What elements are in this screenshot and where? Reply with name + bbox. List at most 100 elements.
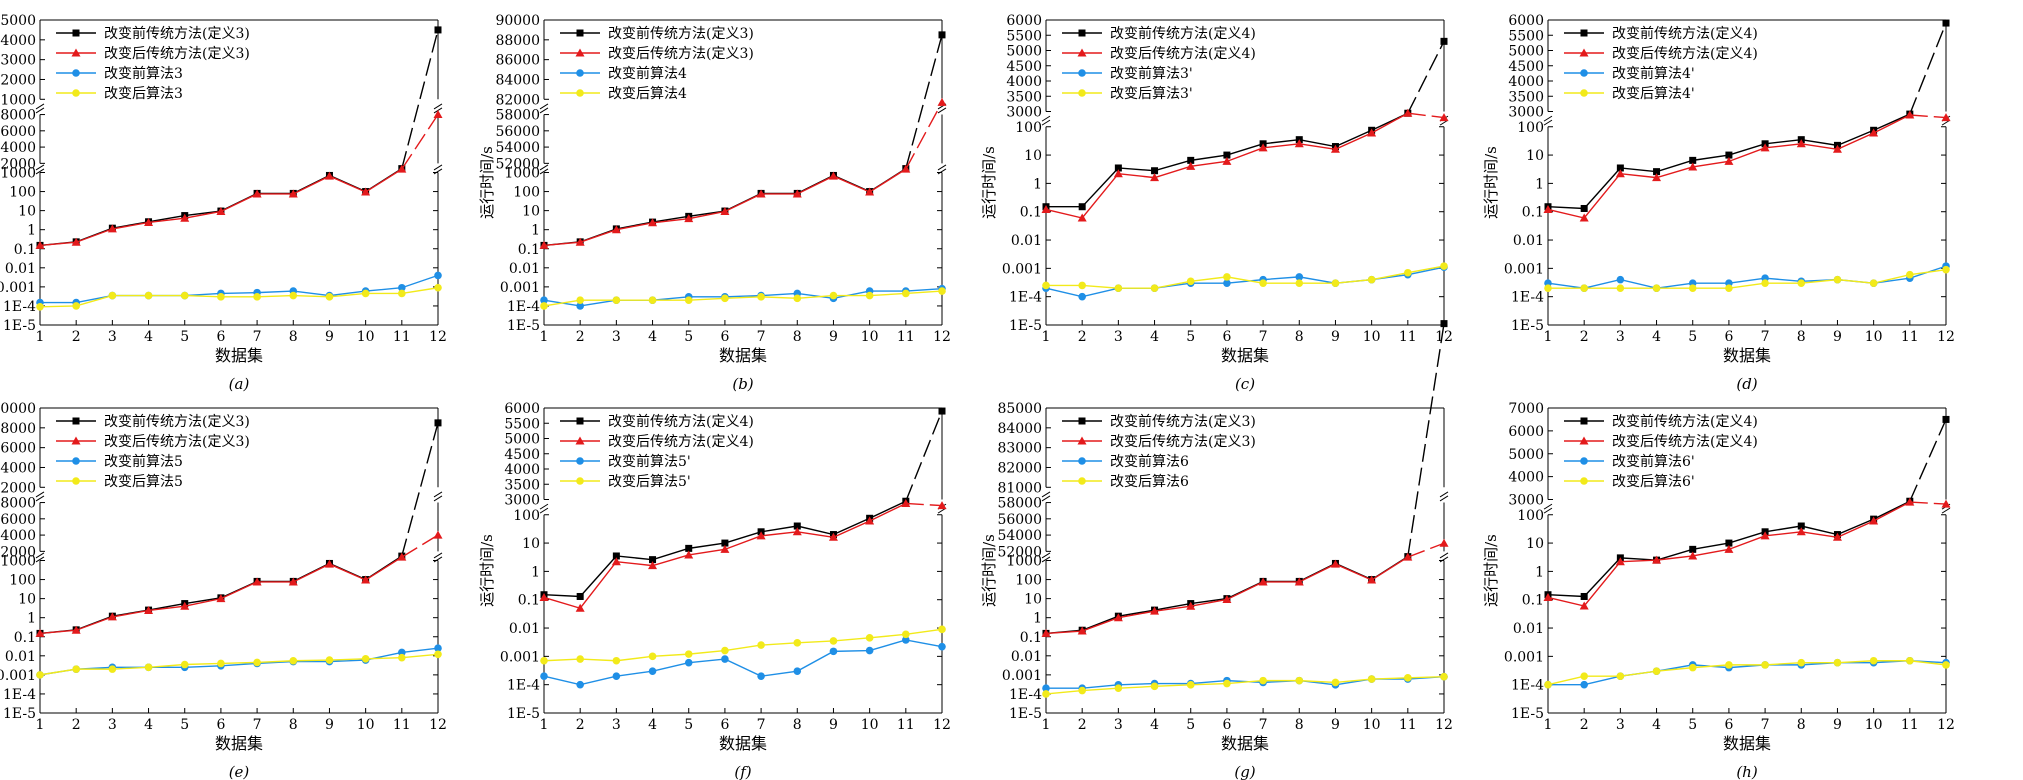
- legend-marker: [1078, 477, 1086, 485]
- y-tick-label: 90000: [0, 401, 36, 417]
- x-axis-label: 数据集: [1723, 346, 1771, 365]
- legend-item: 改变前传统方法(定义4): [1062, 25, 1256, 42]
- data-point: [1579, 213, 1589, 222]
- data-point: [1113, 169, 1123, 178]
- y-tick-label: 3500: [1508, 89, 1544, 105]
- x-tick-label: 10: [861, 329, 879, 345]
- legend-marker: [1580, 417, 1588, 425]
- y-tick-label: 85000: [0, 13, 36, 29]
- legend-marker: [71, 48, 81, 57]
- data-point: [324, 171, 334, 180]
- y-tick-label: 10: [1024, 148, 1042, 164]
- data-point: [397, 552, 407, 561]
- y-tick-label: 88000: [495, 33, 540, 49]
- legend-marker: [72, 29, 80, 37]
- legend-item: 改变后算法4: [560, 86, 687, 102]
- data-point: [1150, 284, 1159, 292]
- data-point: [649, 556, 657, 564]
- data-point: [1150, 606, 1160, 615]
- data-point: [144, 605, 154, 614]
- legend-item: 改变后算法6': [1564, 474, 1695, 490]
- data-point: [612, 672, 621, 680]
- y-tick-label: 10: [522, 536, 540, 552]
- axis-break-mark: [1041, 119, 1051, 126]
- legend-label: 改变后传统方法(定义3): [104, 434, 250, 450]
- data-point: [540, 302, 548, 310]
- data-point: [1616, 284, 1625, 292]
- data-point: [1114, 164, 1122, 172]
- data-point: [576, 296, 584, 304]
- y-tick-label: 84000: [0, 460, 36, 476]
- y-tick-label: 83000: [0, 53, 36, 69]
- y-tick-label: 0.001: [1002, 261, 1042, 277]
- y-tick-label: 6000: [1508, 424, 1544, 440]
- data-point: [398, 653, 406, 662]
- axis-break-mark: [1041, 491, 1051, 498]
- data-point: [216, 206, 226, 215]
- x-tick-label: 3: [108, 329, 117, 345]
- legend-label: 改变后传统方法(定义3): [104, 46, 250, 62]
- y-tick-label: 1E-5: [1009, 318, 1042, 334]
- axis-break-mark: [539, 503, 549, 510]
- x-tick-label: 10: [861, 717, 879, 733]
- legend-label: 改变前传统方法(定义4): [1612, 413, 1758, 430]
- data-point: [611, 557, 621, 566]
- axis-break-mark: [433, 552, 443, 559]
- data-point: [576, 655, 584, 663]
- series-line-break: [905, 34, 943, 169]
- data-point: [253, 293, 261, 301]
- y-axis-label: 运行时间/s: [980, 146, 998, 219]
- data-point: [1439, 113, 1449, 122]
- x-tick-label: 11: [1901, 329, 1919, 345]
- x-tick-label: 6: [1222, 717, 1231, 733]
- x-tick-label: 8: [289, 717, 298, 733]
- data-point: [1797, 522, 1805, 530]
- y-tick-label: 100: [9, 185, 36, 201]
- series-line: [39, 647, 439, 676]
- data-point: [901, 498, 911, 507]
- axis-break-mark: [1439, 556, 1449, 563]
- data-point: [1942, 19, 1950, 27]
- x-tick-label: 11: [393, 717, 411, 733]
- legend-marker: [1580, 69, 1588, 77]
- axis-break-mark: [1543, 507, 1553, 514]
- data-point: [1942, 661, 1950, 669]
- series-line: [1045, 112, 1409, 219]
- legend-item: 改变后算法3: [56, 86, 183, 102]
- data-point: [1295, 279, 1304, 287]
- panel-caption: (g): [1234, 763, 1255, 780]
- data-point: [684, 650, 693, 658]
- data-point: [1294, 577, 1304, 586]
- data-point: [938, 287, 946, 295]
- data-point: [1042, 690, 1050, 698]
- data-point: [865, 291, 874, 300]
- y-tick-label: 4500: [504, 447, 540, 463]
- data-point: [1942, 265, 1950, 274]
- x-tick-label: 12: [933, 717, 951, 733]
- x-tick-label: 7: [1761, 717, 1770, 733]
- data-point: [684, 550, 694, 559]
- legend-item: 改变前算法6: [1062, 453, 1189, 470]
- legend-marker: [72, 457, 80, 465]
- x-tick-label: 12: [429, 329, 447, 345]
- x-tick-label: 12: [1937, 717, 1955, 733]
- y-tick-label: 1: [27, 611, 36, 627]
- y-tick-label: 56000: [997, 512, 1042, 528]
- data-point: [1222, 156, 1232, 165]
- y-tick-label: 52000: [0, 544, 36, 560]
- x-tick-label: 9: [829, 717, 838, 733]
- data-point: [793, 639, 802, 647]
- y-tick-label: 1E-4: [1511, 290, 1544, 306]
- y-axis-label: 运行时间/s: [980, 534, 998, 607]
- x-axis-label: 数据集: [215, 734, 263, 753]
- data-point: [217, 659, 225, 668]
- data-point: [901, 164, 911, 173]
- x-tick-label: 5: [1186, 717, 1195, 733]
- data-point: [288, 189, 298, 198]
- data-point: [1905, 497, 1915, 506]
- data-point: [1580, 672, 1588, 680]
- data-point: [1150, 682, 1159, 691]
- data-point: [612, 656, 621, 665]
- y-tick-label: 0.1: [1522, 593, 1544, 609]
- x-axis-label: 数据集: [215, 346, 263, 365]
